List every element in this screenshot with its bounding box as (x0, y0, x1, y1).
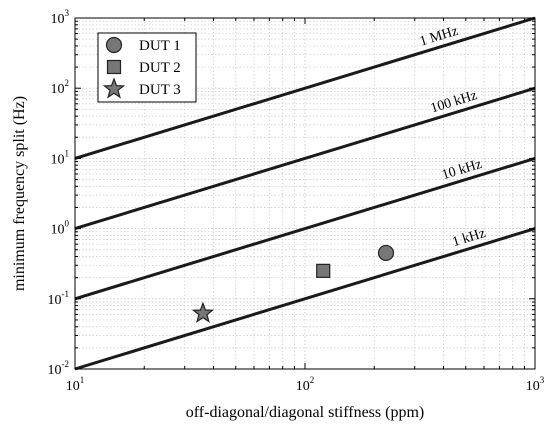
data-points (191, 244, 395, 323)
x-tick-label: 101 (66, 375, 85, 394)
y-tick-label: 102 (51, 78, 70, 97)
x-tick-label: 102 (296, 375, 315, 394)
legend-marker (106, 59, 122, 75)
legend-marker (102, 77, 126, 99)
reference-line (74, 156, 536, 301)
reference-line (74, 16, 536, 160)
data-point-dut-1 (377, 244, 395, 262)
legend: DUT 1 DUT 2 DUT 3 (97, 32, 197, 103)
legend-label: DUT 2 (139, 60, 181, 76)
reference-line (74, 86, 536, 231)
legend-label: DUT 3 (139, 82, 181, 98)
y-axis-label: minimum frequency split (Hz) (11, 96, 28, 291)
tick-labels: 101 102 103 10-2 10-1 100 101 102 103 (48, 8, 545, 394)
data-point-dut-3 (191, 301, 215, 323)
legend-marker (105, 36, 123, 54)
y-tick-label: 10-1 (48, 289, 70, 308)
reference-line (74, 227, 536, 371)
y-tick-label: 101 (51, 148, 70, 167)
y-tick-label: 100 (51, 219, 70, 238)
axis-ticks (74, 17, 536, 370)
x-tick-label: 103 (526, 375, 545, 394)
legend-label: DUT 1 (139, 38, 181, 54)
grid (75, 18, 535, 369)
y-tick-label: 103 (51, 8, 70, 27)
reference-line-label: 1 kHz (451, 226, 488, 250)
data-point-dut-2 (316, 263, 331, 278)
x-axis-label: off-diagonal/diagonal stiffness (ppm) (186, 404, 424, 421)
y-tick-label: 10-2 (48, 359, 70, 378)
